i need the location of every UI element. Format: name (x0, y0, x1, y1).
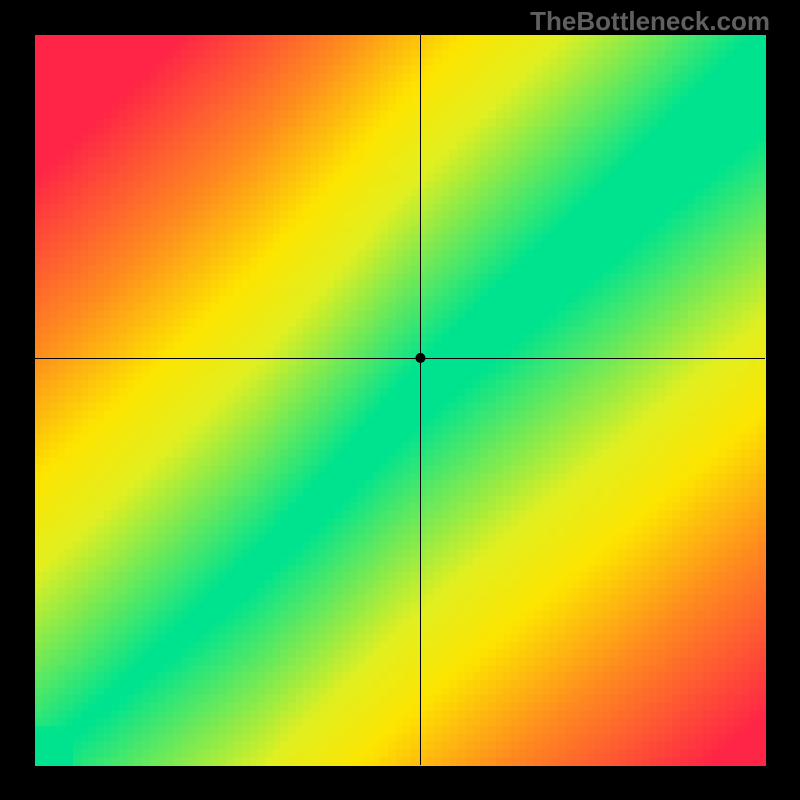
watermark-text: TheBottleneck.com (530, 6, 770, 37)
bottleneck-heatmap (0, 0, 800, 800)
